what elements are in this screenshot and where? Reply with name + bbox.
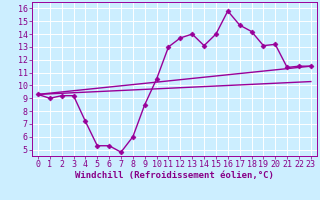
X-axis label: Windchill (Refroidissement éolien,°C): Windchill (Refroidissement éolien,°C) — [75, 171, 274, 180]
